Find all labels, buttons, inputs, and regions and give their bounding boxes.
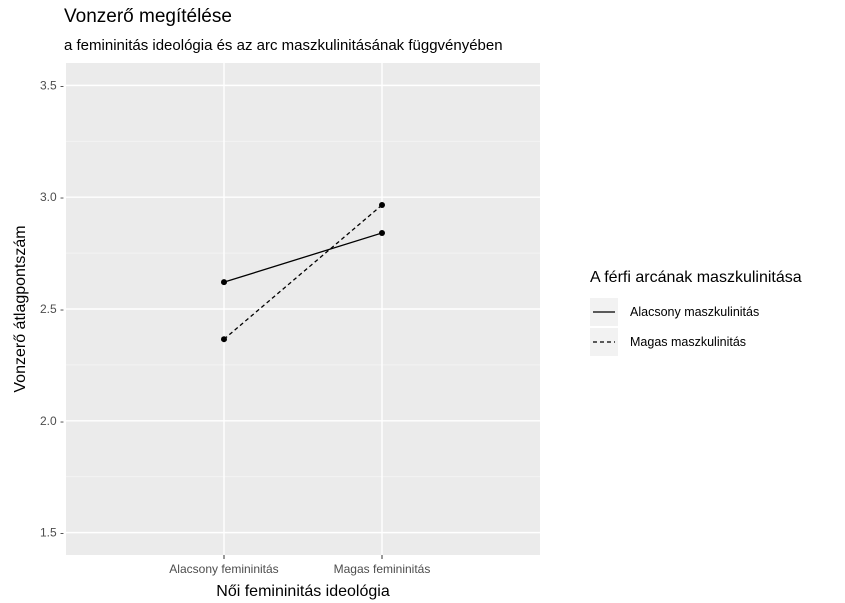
legend-title: A férfi arcának maszkulinitása <box>590 269 802 286</box>
y-tick-label: 3.5 - <box>40 78 64 92</box>
x-tick-label: Alacsony femininitás <box>169 562 278 576</box>
data-point <box>379 230 385 236</box>
y-tick-label: 1.5 - <box>40 526 64 540</box>
y-tick-label: 2.5 - <box>40 302 64 316</box>
data-point <box>379 202 385 208</box>
legend-label: Magas maszkulinitás <box>630 335 746 349</box>
x-tick-label: Magas femininitás <box>334 562 431 576</box>
data-point <box>221 279 227 285</box>
legend-label: Alacsony maszkulinitás <box>630 305 759 319</box>
y-tick-label: 3.0 - <box>40 190 64 204</box>
y-tick-label: 2.0 - <box>40 414 64 428</box>
data-point <box>221 336 227 342</box>
x-axis-title: Női femininitás ideológia <box>216 583 390 600</box>
y-axis-title: Vonzerő átlagpontszám <box>12 225 29 392</box>
